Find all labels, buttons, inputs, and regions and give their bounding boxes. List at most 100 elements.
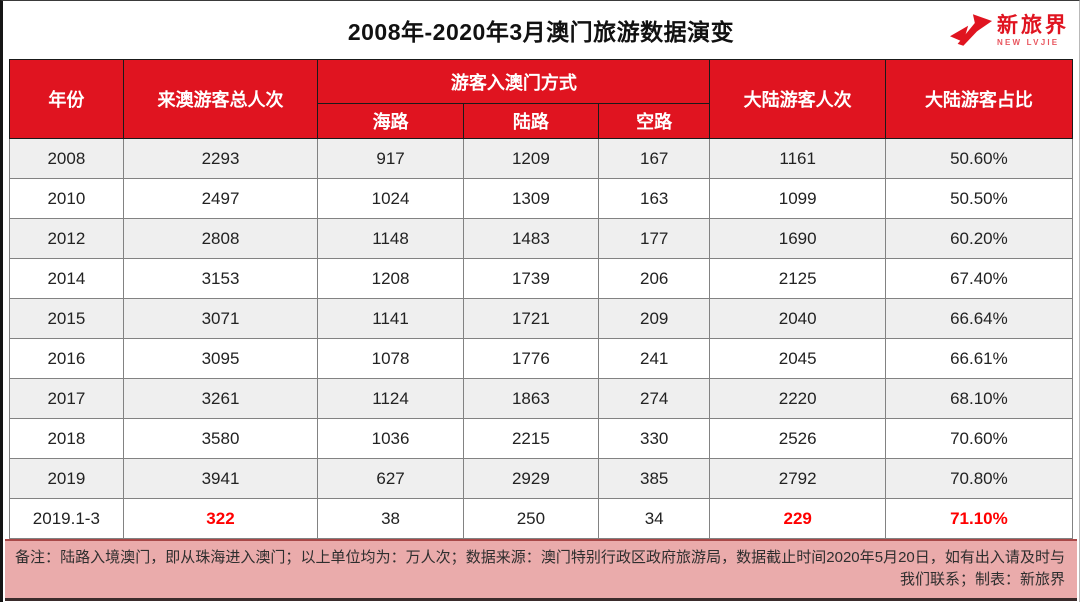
year-cell: 2012	[9, 218, 124, 259]
value-cell: 3071	[122, 298, 319, 339]
table-row: 2019.1-3 322 38 250 34 229 71.10%	[9, 498, 1074, 539]
footnote: 备注：陆路入境澳门，即从珠海进入澳门；以上单位均为：万人次；数据来源：澳门特别行…	[5, 539, 1077, 601]
table-row: 2018 3580 1036 2215 330 2526 70.60%	[9, 418, 1074, 459]
brand-logo: 新旅界 NEW LVJIE	[950, 14, 1069, 47]
value-cell: 1863	[462, 378, 599, 419]
value-cell: 2215	[462, 418, 599, 459]
value-cell: 2792	[709, 458, 886, 499]
brand-subtitle: NEW LVJIE	[997, 37, 1060, 47]
col-group-entry-mode: 游客入澳门方式	[317, 59, 711, 104]
value-cell: 163	[597, 178, 711, 219]
year-cell: 2015	[9, 298, 124, 339]
table-row: 2017 3261 1124 1863 274 2220 68.10%	[9, 378, 1074, 419]
table-row: 2010 2497 1024 1309 163 1099 50.50%	[9, 178, 1074, 219]
value-cell: 1209	[462, 138, 599, 179]
footnote-line-1: 备注：陆路入境澳门，即从珠海进入澳门；以上单位均为：万人次；数据来源：澳门特别行…	[15, 549, 1065, 566]
value-cell: 229	[709, 498, 886, 539]
year-cell: 2019.1-3	[9, 498, 124, 539]
value-cell: 917	[317, 138, 464, 179]
value-cell: 2220	[709, 378, 886, 419]
col-header-land: 陆路	[462, 103, 599, 139]
value-cell: 3580	[122, 418, 319, 459]
value-cell: 67.40%	[884, 258, 1074, 299]
year-cell: 2018	[9, 418, 124, 459]
value-cell: 627	[317, 458, 464, 499]
value-cell: 167	[597, 138, 711, 179]
value-cell: 1161	[709, 138, 886, 179]
value-cell: 250	[462, 498, 599, 539]
value-cell: 1124	[317, 378, 464, 419]
col-header-sea: 海路	[317, 103, 464, 139]
value-cell: 1309	[462, 178, 599, 219]
value-cell: 1739	[462, 258, 599, 299]
value-cell: 1024	[317, 178, 464, 219]
value-cell: 3153	[122, 258, 319, 299]
value-cell: 330	[597, 418, 711, 459]
col-header-total-visitors: 来澳游客总人次	[122, 59, 319, 139]
table-body: 2008 2293 917 1209 167 1161 50.60% 2010 2497 1024…	[9, 138, 1074, 539]
data-table: 年份 来澳游客总人次 游客入澳门方式 大陆游客人次 大陆游客占比 海路 陆路 空…	[9, 59, 1074, 539]
col-header-year: 年份	[9, 59, 124, 139]
table-row: 2014 3153 1208 1739 206 2125 67.40%	[9, 258, 1074, 299]
value-cell: 322	[122, 498, 319, 539]
value-cell: 2040	[709, 298, 886, 339]
value-cell: 2526	[709, 418, 886, 459]
footnote-line-2: 我们联系；制表：新旅界	[899, 571, 1065, 588]
value-cell: 3261	[122, 378, 319, 419]
title-bar: 2008年-2020年3月澳门旅游数据演变 新旅界 NEW LVJIE	[3, 1, 1079, 59]
page-title: 2008年-2020年3月澳门旅游数据演变	[347, 19, 735, 45]
value-cell: 2808	[122, 218, 319, 259]
value-cell: 2929	[462, 458, 599, 499]
value-cell: 68.10%	[884, 378, 1074, 419]
table-row: 2015 3071 1141 1721 209 2040 66.64%	[9, 298, 1074, 339]
value-cell: 1141	[317, 298, 464, 339]
year-cell: 2008	[9, 138, 124, 179]
table-header: 年份 来澳游客总人次 游客入澳门方式 大陆游客人次 大陆游客占比 海路 陆路 空…	[9, 59, 1074, 139]
table-row: 2012 2808 1148 1483 177 1690 60.20%	[9, 218, 1074, 259]
year-cell: 2016	[9, 338, 124, 379]
value-cell: 2293	[122, 138, 319, 179]
value-cell: 50.50%	[884, 178, 1074, 219]
value-cell: 38	[317, 498, 464, 539]
value-cell: 241	[597, 338, 711, 379]
value-cell: 1721	[462, 298, 599, 339]
value-cell: 177	[597, 218, 711, 259]
value-cell: 206	[597, 258, 711, 299]
year-cell: 2014	[9, 258, 124, 299]
value-cell: 1036	[317, 418, 464, 459]
year-cell: 2017	[9, 378, 124, 419]
value-cell: 3095	[122, 338, 319, 379]
value-cell: 1078	[317, 338, 464, 379]
col-header-mainland-share: 大陆游客占比	[884, 59, 1074, 139]
value-cell: 1148	[317, 218, 464, 259]
value-cell: 66.64%	[884, 298, 1074, 339]
brand-arrow-icon	[950, 14, 992, 47]
value-cell: 2125	[709, 258, 886, 299]
table-row: 2019 3941 627 2929 385 2792 70.80%	[9, 458, 1074, 499]
value-cell: 209	[597, 298, 711, 339]
value-cell: 70.60%	[884, 418, 1074, 459]
value-cell: 70.80%	[884, 458, 1074, 499]
value-cell: 1208	[317, 258, 464, 299]
value-cell: 1483	[462, 218, 599, 259]
value-cell: 50.60%	[884, 138, 1074, 179]
year-cell: 2019	[9, 458, 124, 499]
value-cell: 1776	[462, 338, 599, 379]
value-cell: 1690	[709, 218, 886, 259]
value-cell: 66.61%	[884, 338, 1074, 379]
brand-name: 新旅界	[997, 13, 1069, 37]
table-row: 2008 2293 917 1209 167 1161 50.60%	[9, 138, 1074, 179]
value-cell: 34	[597, 498, 711, 539]
table-row: 2016 3095 1078 1776 241 2045 66.61%	[9, 338, 1074, 379]
brand-text: 新旅界 NEW LVJIE	[997, 15, 1069, 47]
value-cell: 385	[597, 458, 711, 499]
value-cell: 2497	[122, 178, 319, 219]
value-cell: 1099	[709, 178, 886, 219]
value-cell: 71.10%	[884, 498, 1074, 539]
value-cell: 60.20%	[884, 218, 1074, 259]
year-cell: 2010	[9, 178, 124, 219]
value-cell: 2045	[709, 338, 886, 379]
value-cell: 3941	[122, 458, 319, 499]
col-header-air: 空路	[597, 103, 711, 139]
